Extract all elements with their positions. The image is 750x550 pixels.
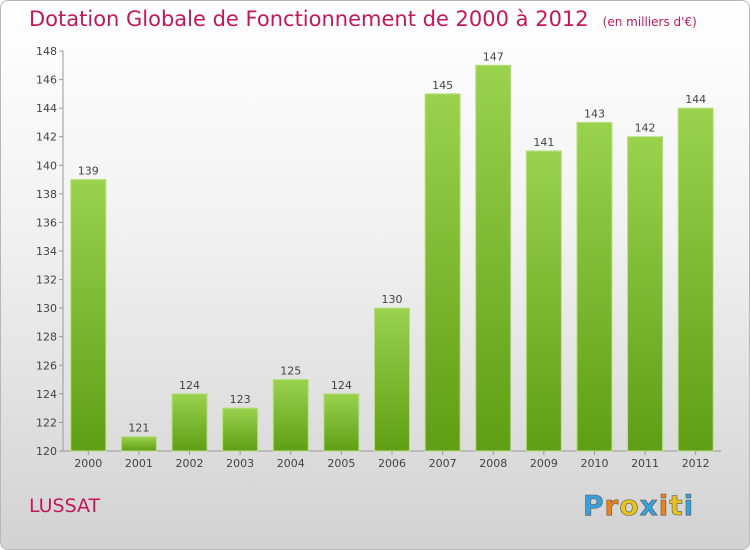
bar-value-label: 139 [78, 165, 99, 178]
logo-letter: x [639, 489, 659, 523]
x-tick-label: 2005 [327, 457, 355, 470]
bar-value-label: 130 [382, 293, 403, 306]
bar [475, 64, 512, 452]
y-tick-label: 140 [36, 159, 57, 172]
x-tick-label: 2004 [277, 457, 305, 470]
bar-value-label: 124 [179, 379, 200, 392]
y-tick-label: 146 [36, 74, 57, 87]
bar-value-label: 123 [230, 393, 251, 406]
bar-value-label: 147 [483, 50, 504, 63]
unit-note: (en milliers d'€) [602, 15, 697, 29]
y-tick-label: 132 [36, 274, 57, 287]
x-tick-label: 2001 [125, 457, 153, 470]
x-tick-label: 2008 [479, 457, 507, 470]
bar-value-label: 142 [635, 122, 656, 135]
logo-letter: t [669, 489, 684, 523]
y-tick-label: 138 [36, 188, 57, 201]
bar [576, 121, 613, 452]
x-tick-label: 2012 [682, 457, 710, 470]
y-tick-label: 120 [36, 445, 57, 458]
bar-value-label: 121 [128, 422, 149, 435]
proxiti-logo: Proxiti [583, 489, 695, 523]
y-tick-label: 126 [36, 359, 57, 372]
y-tick-label: 148 [36, 45, 57, 58]
bar [374, 307, 410, 452]
bar [70, 179, 107, 452]
bar-value-label: 144 [685, 93, 706, 106]
bar-value-label: 125 [280, 365, 301, 378]
bar [323, 393, 360, 452]
bar [677, 107, 714, 452]
bar [272, 379, 309, 452]
bar [627, 136, 664, 452]
bar [171, 393, 208, 452]
bar-value-label: 143 [584, 107, 605, 120]
x-tick-label: 2003 [226, 457, 254, 470]
x-tick-label: 2002 [176, 457, 204, 470]
bar-value-label: 124 [331, 379, 352, 392]
bar-value-label: 145 [432, 79, 453, 92]
y-tick-label: 128 [36, 331, 57, 344]
bar-value-label: 141 [533, 136, 554, 149]
y-tick-label: 144 [36, 102, 57, 115]
y-tick-label: 130 [36, 302, 57, 315]
y-tick-label: 136 [36, 216, 57, 229]
bar [222, 407, 259, 452]
logo-letter: i [683, 489, 695, 523]
chart-title: Dotation Globale de Fonctionnement de 20… [29, 7, 697, 31]
y-tick-label: 122 [36, 416, 57, 429]
x-tick-label: 2007 [429, 457, 457, 470]
y-tick-label: 134 [36, 245, 57, 258]
x-tick-label: 2006 [378, 457, 406, 470]
logo-letter: P [583, 489, 605, 523]
commune-name: LUSSAT [29, 495, 101, 517]
x-tick-label: 2011 [631, 457, 659, 470]
bar [424, 93, 461, 452]
x-tick-label: 2009 [530, 457, 558, 470]
logo-letter: i [658, 489, 670, 523]
logo-letter: o [619, 489, 640, 523]
x-tick-label: 2010 [580, 457, 608, 470]
title-text: Dotation Globale de Fonctionnement de 20… [29, 7, 589, 31]
y-tick-label: 142 [36, 131, 57, 144]
bar [525, 150, 562, 452]
bar [120, 436, 157, 452]
y-tick-label: 124 [36, 388, 57, 401]
logo-letter: r [604, 489, 620, 523]
x-tick-label: 2000 [74, 457, 102, 470]
